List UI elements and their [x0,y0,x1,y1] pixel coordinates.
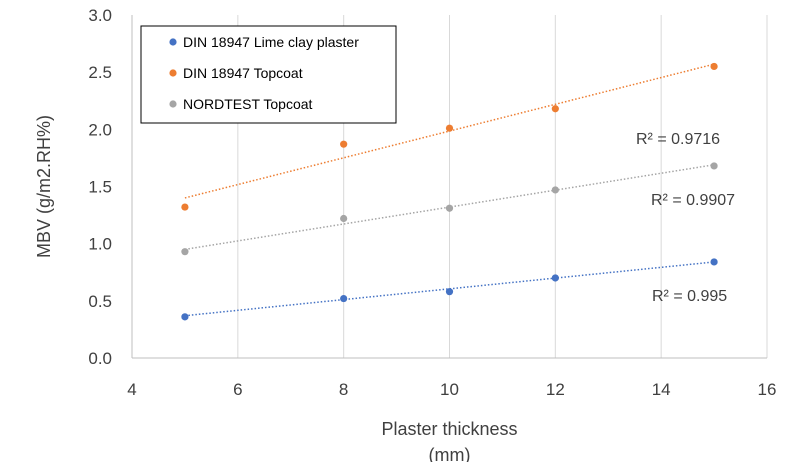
data-point-din-18947-topcoat-8 [340,140,348,148]
y-tick-label-1.5: 1.5 [88,178,112,197]
axis-titles: Plaster thickness (mm) MBV (g/m2.RH%) [34,115,518,462]
data-point-din-18947-lime-clay-plaster-12 [551,274,559,282]
y-tick-label-2.0: 2.0 [88,120,112,139]
legend-label-din-18947-lime-clay-plaster: DIN 18947 Lime clay plaster [183,34,359,50]
legend: DIN 18947 Lime clay plaster DIN 18947 Top… [140,25,397,124]
x-tick-label-10: 10 [440,380,459,399]
data-point-din-18947-topcoat-15 [710,62,718,71]
legend-marker-nordtest-topcoat [169,100,177,108]
data-point-din-18947-lime-clay-plaster-5 [181,313,189,321]
x-axis-title: Plaster thickness (mm) [381,419,517,462]
r2-label-din-18947-topcoat: R² = 0.9716 [636,131,720,148]
x-tick-label-6: 6 [233,380,242,399]
data-point-nordtest-topcoat-15 [710,162,718,170]
data-point-nordtest-topcoat-5 [181,248,189,256]
legend-label-nordtest-topcoat: NORDTEST Topcoat [183,96,313,112]
x-tick-label-12: 12 [546,380,565,399]
y-tick-label-1.0: 1.0 [88,235,112,254]
data-point-din-18947-topcoat-5 [181,203,189,211]
x-tick-label-8: 8 [339,380,348,399]
data-point-nordtest-topcoat-12 [551,186,559,194]
data-point-din-18947-lime-clay-plaster-15 [710,258,718,266]
r-squared-labels: R² = 0.995 R² = 0.9716 R² = 0.9907 [636,131,735,305]
x-axis-title-line-1: Plaster thickness [381,419,517,439]
legend-marker-din-18947-topcoat [169,69,177,77]
y-tick-label-2.5: 2.5 [88,63,112,82]
data-point-nordtest-topcoat-10 [445,204,454,212]
x-tick-label-4: 4 [127,380,136,399]
y-tick-label-0.5: 0.5 [88,292,112,311]
r2-label-din-18947-lime-clay-plaster: R² = 0.995 [652,288,727,305]
legend-label-din-18947-topcoat: DIN 18947 Topcoat [183,65,303,81]
trendlines [184,63,715,317]
x-tick-label-16: 16 [758,380,777,399]
y-tick-label-0.0: 0.0 [88,349,112,368]
x-tick-label-14: 14 [652,380,671,399]
legend-marker-din-18947-lime-clay-plaster [169,38,177,46]
trendline-din-18947-lime-clay-plaster [184,261,715,317]
data-point-din-18947-lime-clay-plaster-8 [340,294,348,303]
data-point-din-18947-topcoat-12 [551,105,559,113]
r2-label-nordtest-topcoat: R² = 0.9907 [651,192,735,209]
x-axis-title-line-2: (mm) [429,445,471,462]
data-point-din-18947-topcoat-10 [445,124,454,132]
data-points [181,62,718,321]
data-point-nordtest-topcoat-8 [340,214,348,223]
axes: 4 6 8 10 12 14 16 0.0 0.5 1.0 1.5 2.0 2.5 3.0 [88,6,776,399]
y-tick-label-3.0: 3.0 [88,6,112,25]
legend-box [140,25,397,124]
y-axis-title: MBV (g/m2.RH%) [34,115,54,258]
data-point-din-18947-lime-clay-plaster-10 [445,288,454,296]
